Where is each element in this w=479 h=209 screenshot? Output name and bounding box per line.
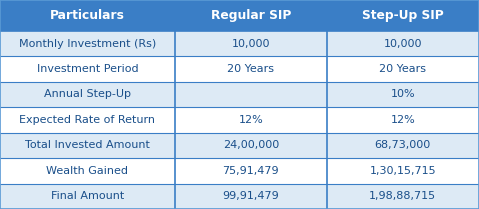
- Text: Total Invested Amount: Total Invested Amount: [25, 140, 150, 150]
- Bar: [0, 31, 175, 56]
- Bar: [0, 107, 175, 133]
- Bar: [175, 107, 327, 133]
- Bar: [0, 184, 175, 209]
- Bar: [175, 31, 327, 56]
- Bar: [175, 184, 327, 209]
- Bar: [327, 184, 479, 209]
- Text: 75,91,479: 75,91,479: [222, 166, 279, 176]
- Text: 12%: 12%: [239, 115, 263, 125]
- Text: 68,73,000: 68,73,000: [375, 140, 431, 150]
- Bar: [327, 82, 479, 107]
- Text: 24,00,000: 24,00,000: [223, 140, 279, 150]
- Text: 99,91,479: 99,91,479: [222, 191, 279, 201]
- Bar: [0, 133, 175, 158]
- Text: 1,30,15,715: 1,30,15,715: [369, 166, 436, 176]
- Bar: [327, 56, 479, 82]
- Text: Monthly Investment (Rs): Monthly Investment (Rs): [19, 38, 156, 48]
- Text: 10,000: 10,000: [384, 38, 422, 48]
- Bar: [327, 107, 479, 133]
- Text: 10%: 10%: [390, 89, 415, 99]
- Text: Expected Rate of Return: Expected Rate of Return: [20, 115, 155, 125]
- Bar: [175, 82, 327, 107]
- Bar: [175, 0, 327, 31]
- Text: 1,98,88,715: 1,98,88,715: [369, 191, 436, 201]
- Bar: [0, 82, 175, 107]
- Bar: [175, 133, 327, 158]
- Bar: [175, 158, 327, 184]
- Bar: [0, 0, 175, 31]
- Text: 12%: 12%: [390, 115, 415, 125]
- Text: 10,000: 10,000: [231, 38, 270, 48]
- Text: Particulars: Particulars: [50, 9, 125, 22]
- Bar: [175, 56, 327, 82]
- Text: Regular SIP: Regular SIP: [211, 9, 291, 22]
- Text: 20 Years: 20 Years: [227, 64, 274, 74]
- Bar: [0, 56, 175, 82]
- Text: Wealth Gained: Wealth Gained: [46, 166, 128, 176]
- Bar: [327, 31, 479, 56]
- Text: Step-Up SIP: Step-Up SIP: [362, 9, 444, 22]
- Bar: [327, 133, 479, 158]
- Bar: [327, 158, 479, 184]
- Bar: [0, 158, 175, 184]
- Bar: [327, 0, 479, 31]
- Text: Investment Period: Investment Period: [36, 64, 138, 74]
- Text: 20 Years: 20 Years: [379, 64, 426, 74]
- Text: Final Amount: Final Amount: [51, 191, 124, 201]
- Text: Annual Step-Up: Annual Step-Up: [44, 89, 131, 99]
